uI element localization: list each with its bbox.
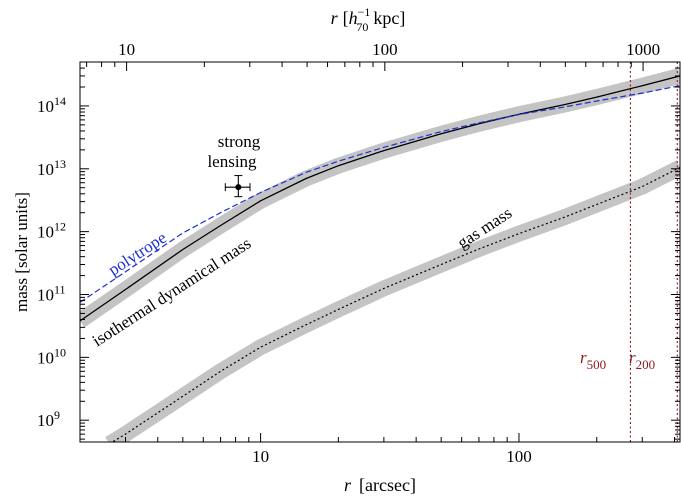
top-x-tick-label: 100 — [372, 40, 398, 59]
top-x-axis-label: r [h−1 70 kpc] — [331, 5, 406, 34]
plot-frame — [79, 61, 681, 443]
series-line-1 — [80, 85, 680, 303]
y-tick-label: 109 — [37, 408, 60, 430]
y-tick-label: 1013 — [37, 157, 66, 179]
r200-label: r200 — [629, 348, 655, 372]
y-tick-label: 1014 — [37, 94, 66, 116]
y-tick-label: 1012 — [37, 220, 66, 242]
series-line-0 — [80, 75, 680, 322]
r500-subscript: 500 — [587, 357, 607, 372]
tick-labels: 10 100 10 100 1000 109 1010 1011 1012 1013 1014 — [37, 40, 660, 466]
strong-lensing-point — [224, 175, 251, 198]
x-tick-label: 10 — [252, 447, 269, 466]
y-tick-label: 1010 — [37, 345, 66, 367]
uncertainty-bands — [80, 68, 680, 442]
x-axis-label: r [arcsec] — [344, 475, 416, 495]
y-tick-label: 1011 — [37, 282, 66, 304]
series-lines — [80, 75, 680, 442]
top-x-tick-label: 10 — [118, 40, 135, 59]
r200-subscript: 200 — [636, 357, 656, 372]
top-x-tick-label: 1000 — [626, 40, 660, 59]
x-tick-label: 100 — [506, 447, 532, 466]
y-axis-label: mass [solar units] — [12, 192, 31, 312]
axis-ticks — [79, 61, 680, 442]
series-line-2 — [111, 166, 680, 442]
r500-label: r500 — [580, 348, 606, 372]
strong-lensing-label-1: strong — [218, 132, 261, 151]
band-2 — [105, 160, 680, 442]
strong-lensing-label-2: lensing — [207, 152, 257, 171]
lensing-marker — [235, 184, 242, 191]
radius-markers — [629, 62, 678, 442]
